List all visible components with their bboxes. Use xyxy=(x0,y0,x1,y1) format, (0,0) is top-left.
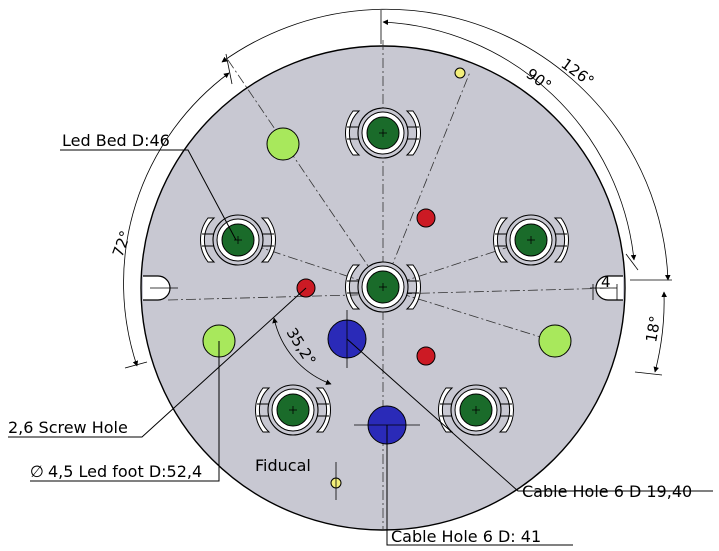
led-bed-right xyxy=(492,214,570,266)
arc-72 xyxy=(123,72,230,367)
label-screw-hole: 2,6 Screw Hole xyxy=(8,418,128,437)
leaders xyxy=(8,149,713,546)
led-bed-top xyxy=(344,107,422,159)
dimension-arcs xyxy=(123,8,672,385)
fiducials xyxy=(330,67,466,500)
arc-90 xyxy=(382,19,637,261)
led-bed-bottom-left xyxy=(254,384,332,436)
led-bed-bottom-right xyxy=(437,384,515,436)
label-cable-hole-a: Cable Hole 6 D 19,40 xyxy=(522,482,692,501)
label-cable-hole-b: Cable Hole 6 D: 41 xyxy=(391,527,541,546)
dim-72: 72° xyxy=(109,228,135,259)
fiducial-top xyxy=(454,67,466,79)
led-foot-right xyxy=(538,324,572,358)
led-feet xyxy=(202,127,572,358)
arc-18 xyxy=(653,291,667,373)
dim-126: 126° xyxy=(558,55,598,91)
label-led-bed: Led Bed D:46 xyxy=(62,131,170,150)
arc-35-2 xyxy=(272,317,332,385)
screw-hole-1 xyxy=(416,208,436,228)
labels: Led Bed D:46 2,6 Screw Hole ∅ 4,5 Led fo… xyxy=(8,55,692,546)
screw-hole-3 xyxy=(416,346,436,366)
label-led-foot: 4,5 Led foot D:52,4 xyxy=(48,462,202,481)
dim-slot-width: 4 xyxy=(601,273,611,291)
label-led-foot-symbol: ∅ xyxy=(30,462,44,481)
led-bed-center xyxy=(344,261,422,313)
dim-18: 18° xyxy=(642,314,664,343)
led-bed-left xyxy=(199,214,277,266)
led-foot-top-left xyxy=(266,127,300,161)
led-bed-assemblies xyxy=(199,107,570,436)
label-fiducial: Fiducal xyxy=(255,456,311,475)
